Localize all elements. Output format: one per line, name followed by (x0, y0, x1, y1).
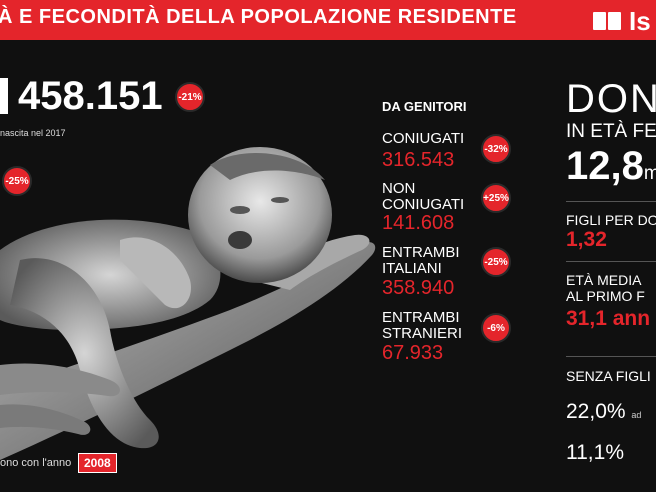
parent-label-italiani-2: ITALIANI (382, 260, 442, 277)
no-children-value-1: 22,0% ad (566, 400, 641, 424)
mean-age-label-2: AL PRIMO F (566, 288, 645, 304)
divider (566, 261, 656, 262)
secondary-change-badge: -25% (2, 166, 32, 196)
parent-label-stranieri-1: ENTRAMBI (382, 309, 460, 326)
mean-age-value: 31,1 ann (566, 307, 651, 330)
children-per-woman-value: 1,32 (566, 228, 607, 251)
istat-logo: Is (593, 6, 651, 36)
no-children-label: SENZA FIGLI (566, 368, 651, 384)
no-children-suffix-1: ad (631, 410, 642, 420)
births-note: nascita nel 2017 (0, 128, 66, 138)
no-children-value-1-text: 22,0% (566, 400, 626, 423)
baby-photo (0, 147, 376, 460)
parent-value-non-coniugati: 141.608 (382, 212, 455, 234)
parent-change-non-coniugati: +25% (481, 183, 511, 213)
births-marker (0, 78, 8, 114)
header-banner: À E FECONDITÀ DELLA POPOLAZIONE RESIDENT… (0, 0, 656, 40)
divider (566, 201, 656, 202)
no-children-value-2: 11,1% (566, 441, 624, 464)
women-subtitle: IN ETÀ FE (566, 121, 656, 142)
women-title: DON (566, 77, 656, 121)
logo-text: Is (629, 6, 651, 36)
header-title: À E FECONDITÀ DELLA POPOLAZIONE RESIDENT… (0, 6, 517, 28)
women-number: 12,8m (566, 144, 656, 196)
logo-icon (593, 10, 623, 32)
divider (566, 356, 656, 357)
mean-age-label-1: ETÀ MEDIA (566, 272, 642, 288)
parent-value-stranieri: 67.933 (382, 342, 444, 364)
parent-change-italiani: -25% (481, 247, 511, 277)
parent-label-non-2: CONIUGATI (382, 196, 465, 213)
births-change-badge: -21% (175, 82, 205, 112)
parent-value-coniugati: 316.543 (382, 149, 455, 171)
parent-value-italiani: 358.940 (382, 277, 455, 299)
children-per-woman-label: FIGLI PER DO (566, 212, 656, 228)
parent-label-non-1: NON (382, 180, 416, 197)
footer-note: ono con l'anno (0, 457, 72, 469)
parent-label-coniugati: CONIUGATI (382, 130, 465, 147)
women-number-value: 12,8 (566, 144, 644, 188)
parent-label-stranieri-2: STRANIERI (382, 325, 463, 342)
parents-section-title: DA GENITORI (382, 99, 467, 114)
parent-change-stranieri: -6% (481, 313, 511, 343)
births-total: 458.151 (18, 74, 163, 118)
parent-change-coniugati: -32% (481, 134, 511, 164)
women-number-unit: m (643, 163, 656, 184)
year-badge: 2008 (78, 453, 117, 473)
parent-label-italiani-1: ENTRAMBI (382, 244, 460, 261)
